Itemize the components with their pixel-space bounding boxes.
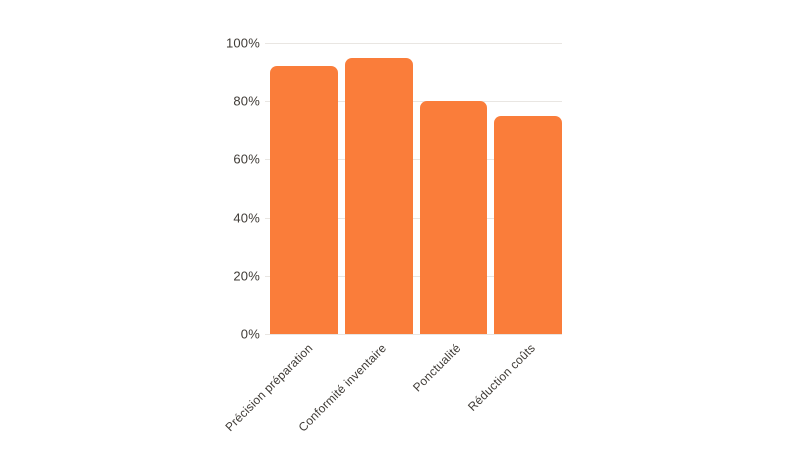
bar-group [270, 43, 562, 334]
plot-area [265, 43, 562, 335]
gridline [265, 334, 562, 335]
bar [270, 66, 338, 334]
gridline [265, 217, 562, 219]
y-tick-label: 20% [233, 268, 260, 284]
bar [344, 57, 413, 334]
gridline [265, 43, 562, 44]
y-tick-label: 60% [233, 151, 260, 167]
y-tick-label: 40% [233, 210, 260, 226]
y-axis: 0% 20% 40% 60% 80% 100% [150, 36, 260, 342]
gridline [265, 159, 562, 161]
y-tick-label: 80% [233, 93, 260, 109]
x-category-label: Réduction coûts [464, 341, 538, 414]
x-axis: Précision préparation Conformité inventai… [222, 341, 562, 446]
gridline [265, 275, 562, 277]
x-category-label: Ponctualité [410, 341, 464, 395]
bar [419, 101, 488, 334]
y-tick-label: 100% [225, 35, 260, 51]
gridline [265, 101, 562, 103]
y-tick-label: 0% [240, 326, 260, 342]
bar [494, 115, 562, 334]
